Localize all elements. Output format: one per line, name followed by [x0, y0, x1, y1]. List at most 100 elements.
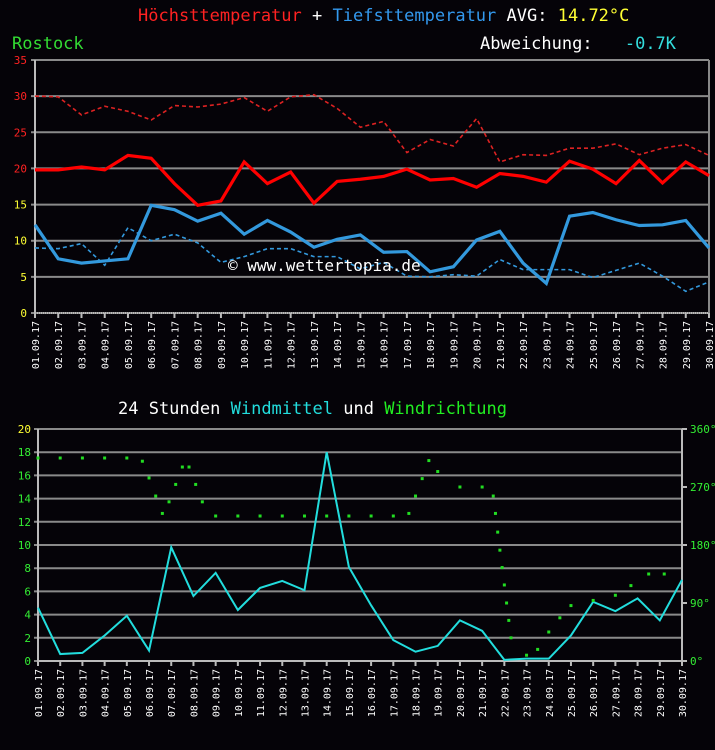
y-tick-label: 8	[24, 562, 31, 575]
x-tick-label: 28.09.17	[634, 669, 645, 717]
direction-dot	[629, 584, 633, 588]
x-tick-label: 05.09.17	[124, 321, 135, 369]
y-tick-label: 5	[20, 271, 27, 284]
direction-dot	[502, 583, 506, 587]
x-tick-label: 16.09.17	[380, 321, 391, 369]
x-tick-label: 19.09.17	[434, 669, 445, 717]
direction-dot	[391, 514, 395, 518]
direction-dot	[420, 477, 424, 481]
y-tick-label: 25	[14, 126, 27, 139]
direction-dot	[258, 514, 262, 518]
direction-dot	[140, 459, 144, 463]
direction-dot	[369, 514, 373, 518]
x-tick-label: 09.09.17	[212, 669, 223, 717]
x-tick-label: 29.09.17	[656, 669, 667, 717]
x-tick-label: 26.09.17	[589, 669, 600, 717]
deviation-value: -0.7K	[624, 34, 677, 54]
avg-value: 14.72°C	[557, 6, 630, 26]
x-tick-label: 14.09.17	[333, 321, 344, 369]
x-tick-label: 10.09.17	[240, 321, 251, 369]
direction-dot	[103, 456, 107, 460]
x-tick-label: 08.09.17	[189, 669, 200, 717]
x-tick-label: 21.09.17	[496, 321, 507, 369]
direction-dot	[613, 593, 617, 597]
x-tick-label: 03.09.17	[78, 669, 89, 717]
x-tick-label: 25.09.17	[567, 669, 578, 717]
direction-dot	[509, 636, 513, 640]
x-tick-label: 04.09.17	[101, 669, 112, 717]
x-tick-label: 22.09.17	[500, 669, 511, 717]
temperature-chart: 0 5 10 15 20 25 30 35 01.09.17 02.09.17 03.09.17 04…	[14, 54, 715, 369]
x-tick-label: 15.09.17	[356, 321, 367, 369]
x-tick-label: 21.09.17	[478, 669, 489, 717]
direction-dot	[427, 459, 431, 463]
direction-dot	[280, 514, 284, 518]
x-tick-label: 12.09.17	[287, 321, 298, 369]
x-tick-label: 04.09.17	[101, 321, 112, 369]
x-tick-label: 18.09.17	[412, 669, 423, 717]
direction-dot	[58, 456, 62, 460]
direction-dot	[36, 456, 40, 460]
x-tick-label: 29.09.17	[682, 321, 693, 369]
y-tick-label: 35	[14, 54, 27, 67]
y-tick-label: 18	[18, 446, 31, 459]
direction-dot	[496, 530, 500, 534]
x-tick-label: 22.09.17	[519, 321, 530, 369]
x-tick-label: 06.09.17	[147, 321, 158, 369]
y-tick-label: 2	[24, 632, 31, 645]
wind-title-part1: 24 Stunden	[118, 399, 221, 419]
y-tick-label: 4	[24, 609, 31, 622]
y-tick-label: 10	[14, 235, 27, 248]
x-tick-label: 23.09.17	[523, 669, 534, 717]
direction-dot	[493, 511, 497, 515]
x-tick-label: 02.09.17	[54, 321, 65, 369]
chart-title-row: Höchsttemperatur + Tiefsttemperatur AVG:…	[138, 6, 629, 26]
y-tick-label: 12	[18, 516, 31, 529]
y-tick-label: 15	[14, 199, 27, 212]
x-tick-label: 13.09.17	[300, 669, 311, 717]
direction-dot	[174, 482, 178, 486]
direction-dot	[302, 514, 306, 518]
x-tick-label: 11.09.17	[256, 669, 267, 717]
y-tick-label: 30	[14, 90, 27, 103]
y-tick-label: 20	[18, 423, 31, 436]
x-tick-label: 07.09.17	[170, 321, 181, 369]
x-tick-label: 27.09.17	[635, 321, 646, 369]
direction-dot	[347, 514, 351, 518]
direction-dot	[154, 494, 158, 498]
wind-title-part4: Windrichtung	[384, 399, 508, 419]
wind-title-row: 24 Stunden Windmittel und Windrichtung	[118, 399, 507, 419]
x-tick-label: 30.09.17	[678, 669, 689, 717]
x-tick-label: 30.09.17	[705, 321, 715, 369]
x-tick-label: 07.09.17	[167, 669, 178, 717]
direction-dot	[500, 566, 504, 570]
x-tick-label: 16.09.17	[367, 669, 378, 717]
x-tick-label: 20.09.17	[456, 669, 467, 717]
x-tick-label: 06.09.17	[145, 669, 156, 717]
x-tick-label: 01.09.17	[34, 669, 45, 717]
x-tick-label: 02.09.17	[56, 669, 67, 717]
direction-dot	[458, 485, 462, 489]
x-tick-label: 28.09.17	[659, 321, 670, 369]
direction-dot	[569, 604, 573, 608]
title-max: Höchsttemperatur	[138, 6, 302, 26]
series-tiefsttemperatur-vorjahr-referenz	[34, 226, 710, 293]
x-tick-label: 14.09.17	[323, 669, 334, 717]
direction-dot	[647, 572, 651, 576]
y-tick-label: 20	[14, 162, 27, 175]
y-tick-label: 10	[18, 539, 31, 552]
direction-dot	[525, 653, 529, 657]
y2-tick-label: 360°	[690, 423, 715, 436]
direction-dot	[200, 500, 204, 504]
direction-dot	[480, 485, 484, 489]
direction-dot	[236, 514, 240, 518]
x-tick-label: 20.09.17	[473, 321, 484, 369]
x-tick-label: 18.09.17	[426, 321, 437, 369]
direction-dot	[662, 572, 666, 576]
direction-dot	[536, 647, 540, 651]
x-tick-label: 09.09.17	[217, 321, 228, 369]
avg-label: AVG:	[506, 6, 548, 26]
x-tick-label: 23.09.17	[542, 321, 553, 369]
series-h-chsttemperatur-vorjahr-referenz	[34, 93, 710, 163]
